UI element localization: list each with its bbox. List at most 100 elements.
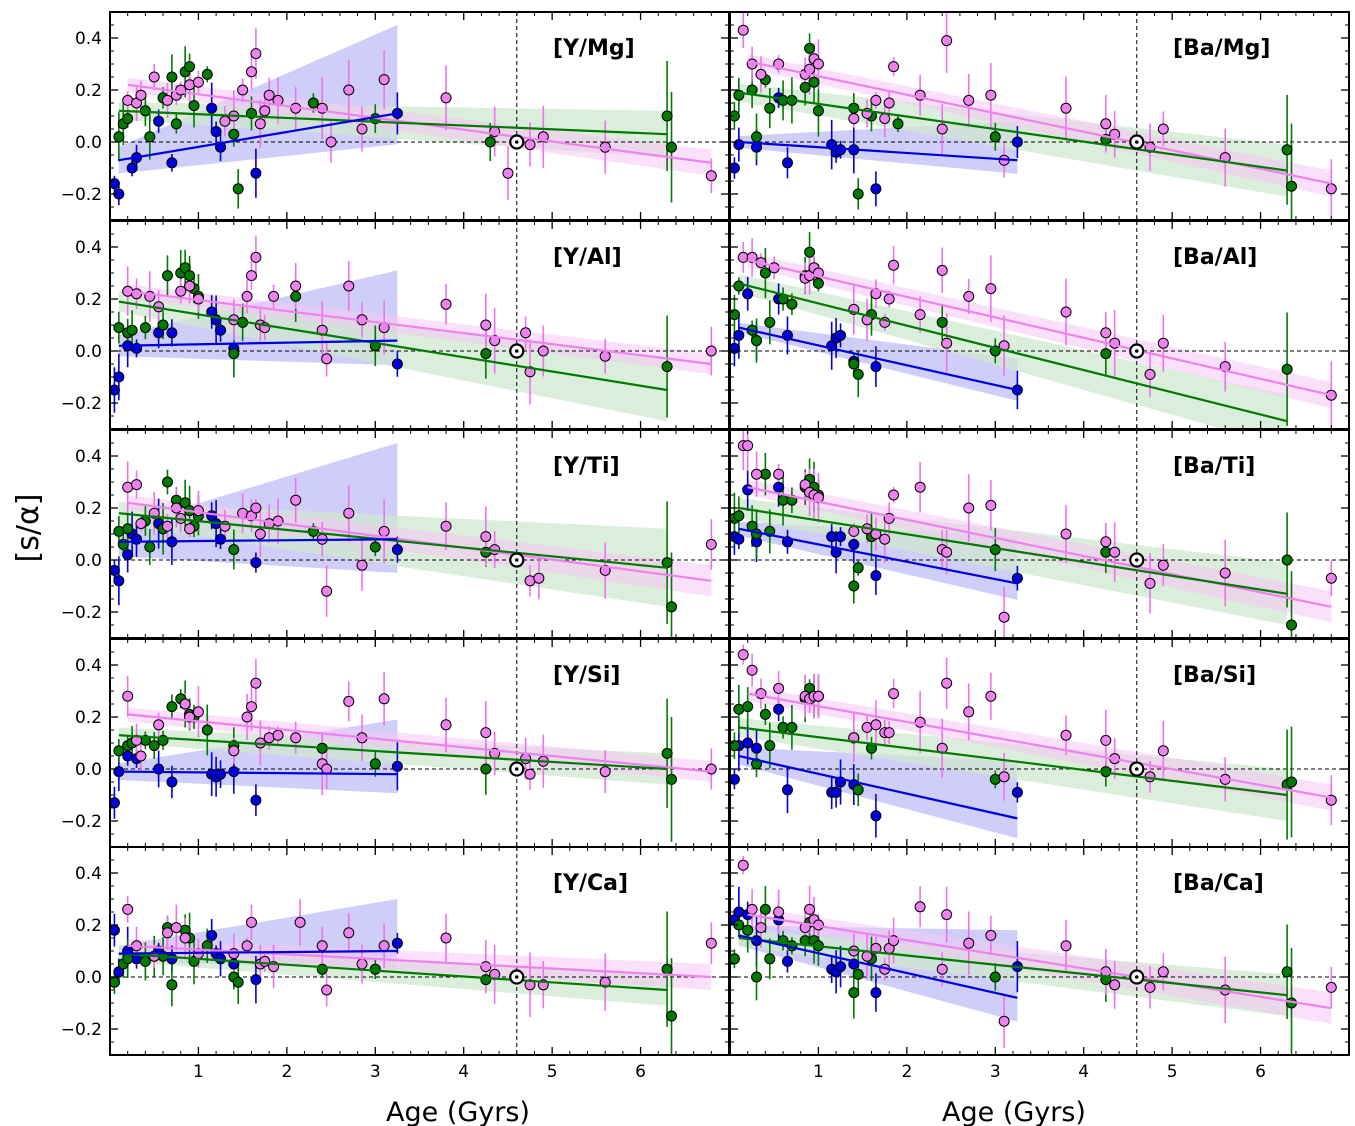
data-point-green [848, 987, 860, 999]
data-point-green [148, 740, 160, 752]
x-tick-label: 6 [635, 1062, 646, 1082]
fit-line-blue [738, 934, 1018, 999]
data-point-pink [1325, 183, 1337, 195]
data-point-green [228, 128, 240, 140]
data-point-pink [272, 515, 284, 527]
data-point-pink [1325, 981, 1337, 993]
panel-label: [Ba/Si] [1173, 663, 1256, 688]
data-point-pink [737, 24, 749, 36]
data-point-pink [848, 113, 860, 125]
data-point-pink [161, 94, 173, 106]
data-point-blue [113, 371, 125, 383]
data-point-pink [135, 89, 147, 101]
data-point-pink [440, 932, 452, 944]
panel-label: [Ba/Ca] [1173, 871, 1264, 896]
data-point-pink [1144, 981, 1156, 993]
data-point-green [666, 141, 678, 153]
plot-area [110, 221, 729, 429]
data-point-green [751, 335, 763, 347]
data-point-pink [883, 727, 895, 739]
fit-line-blue [118, 538, 398, 543]
data-point-pink [963, 502, 975, 514]
sun-symbol-dot [514, 558, 519, 562]
data-point-green [290, 290, 302, 302]
data-point-pink [245, 701, 257, 713]
data-point-pink [751, 468, 763, 480]
data-point-blue [215, 324, 227, 336]
data-point-green [786, 721, 798, 733]
data-point-green [852, 188, 864, 200]
data-point-pink [1060, 528, 1072, 540]
fit-line-green [738, 726, 1288, 797]
data-point-pink [356, 958, 368, 970]
data-point-green [307, 97, 319, 109]
fit-line-pink [747, 258, 1332, 397]
data-point-green [113, 131, 125, 143]
data-point-blue [835, 531, 847, 543]
data-point-green [759, 903, 771, 915]
data-point-pink [135, 518, 147, 530]
data-point-green [166, 979, 178, 991]
data-point-pink [705, 170, 717, 182]
data-point-green [764, 953, 776, 965]
data-point-pink [343, 84, 355, 96]
data-point-pink [941, 337, 953, 349]
fit-line-green [118, 734, 668, 771]
data-point-pink [179, 698, 191, 710]
fit-line-green [738, 282, 1288, 423]
data-point-pink [914, 309, 926, 321]
data-point-green [166, 701, 178, 713]
data-point-blue [742, 288, 754, 300]
data-point-pink [941, 546, 953, 558]
data-point-green [480, 763, 492, 775]
data-point-pink [812, 690, 824, 702]
data-point-pink [325, 136, 337, 148]
data-point-green [1281, 363, 1293, 375]
panel-7: [Ba/Si] [729, 638, 1350, 848]
data-point-blue [870, 570, 882, 582]
data-point-pink [1060, 102, 1072, 114]
data-point-green [989, 131, 1001, 143]
data-point-green [122, 523, 134, 535]
data-point-pink [241, 940, 253, 952]
data-point-blue [166, 157, 178, 169]
data-point-pink [705, 937, 717, 949]
data-point-green [733, 89, 745, 101]
plot-area [110, 639, 729, 847]
fit-line-pink [127, 501, 712, 582]
plot-area [730, 847, 1349, 1055]
data-point-pink [294, 916, 306, 928]
y-tick-label: 0.4 [75, 656, 102, 676]
data-point-green [184, 270, 196, 282]
data-point-blue [742, 484, 754, 496]
x-tick-label: 4 [458, 1062, 469, 1082]
data-point-green [812, 277, 824, 289]
data-point-pink [705, 538, 717, 550]
y-tick-label: 0.4 [75, 864, 102, 884]
data-point-green [1281, 554, 1293, 566]
x-tick-label: 3 [370, 1062, 381, 1082]
data-point-green [936, 316, 948, 328]
fit-line-pink [747, 692, 1332, 799]
data-point-blue [870, 183, 882, 195]
fit-line-green [738, 506, 1288, 595]
sun-symbol-dot [1134, 975, 1139, 979]
data-point-pink [524, 139, 536, 151]
sun-symbol-dot [1134, 558, 1139, 562]
data-point-pink [184, 523, 196, 535]
data-point-pink [1100, 536, 1112, 548]
data-point-pink [122, 690, 134, 702]
data-point-pink [356, 123, 368, 135]
sun-symbol-dot [1134, 767, 1139, 771]
data-point-pink [135, 750, 147, 762]
data-point-green [188, 100, 200, 112]
data-point-pink [941, 677, 953, 689]
data-point-pink [241, 711, 253, 723]
plot-area [730, 221, 1349, 429]
data-point-pink [175, 285, 187, 297]
data-point-pink [245, 270, 257, 282]
data-point-pink [241, 290, 253, 302]
data-point-pink [343, 695, 355, 707]
data-point-pink [378, 525, 390, 537]
fit-line-green [118, 512, 668, 569]
